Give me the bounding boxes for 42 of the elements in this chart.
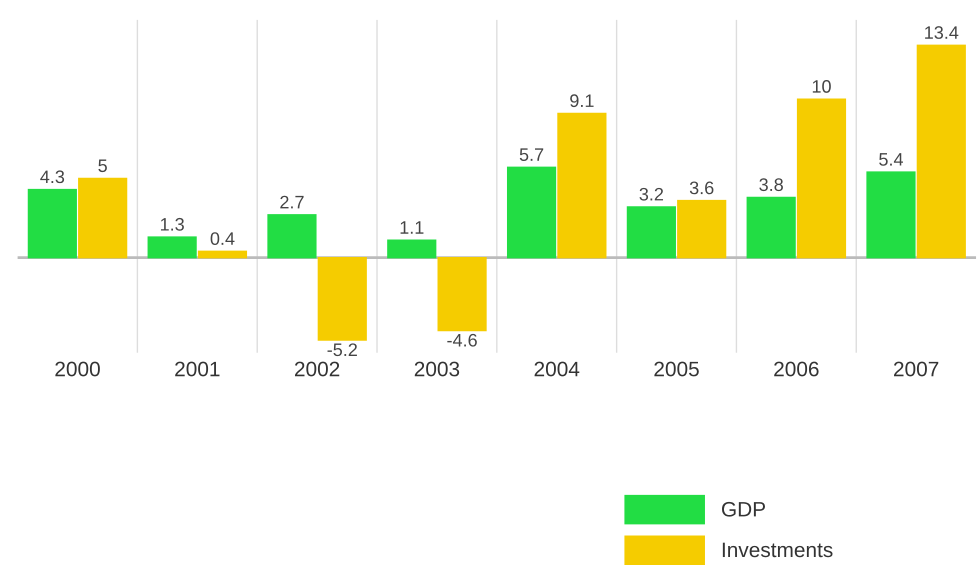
data-label: 9.1 [570, 94, 594, 108]
legend-label: GDP [722, 502, 765, 517]
bar [318, 256, 367, 341]
data-label: 4.3 [40, 170, 64, 184]
bar [437, 256, 487, 332]
x-tick-label: 2006 [774, 362, 819, 376]
bar [148, 236, 197, 258]
bar [267, 214, 317, 258]
data-label: 5.7 [520, 148, 544, 161]
bar [506, 166, 556, 258]
bar [387, 240, 436, 258]
data-label: 1.3 [160, 218, 184, 231]
x-tick-label: 2002 [294, 362, 340, 376]
bar [78, 178, 128, 258]
bar [796, 98, 846, 258]
data-label: -5.2 [328, 343, 357, 356]
data-label: 3.8 [759, 178, 783, 192]
bar [746, 196, 796, 258]
data-label: -4.6 [447, 334, 477, 347]
x-tick-label: 2004 [534, 362, 580, 376]
x-tick-label: 2007 [894, 362, 938, 376]
bar [626, 206, 676, 258]
x-tick-label: 2001 [175, 362, 220, 376]
bar [677, 200, 726, 258]
data-label: 3.6 [690, 181, 714, 194]
data-label: 10 [812, 80, 831, 93]
x-tick-label: 2005 [654, 362, 699, 376]
x-tick-label: 2000 [55, 362, 100, 376]
bar [557, 112, 606, 258]
bar [916, 44, 966, 258]
bar [198, 250, 248, 258]
data-label: 0.4 [210, 232, 234, 245]
legend-label: Investments [722, 542, 833, 558]
data-label: 5 [98, 159, 107, 172]
data-label: 1.1 [400, 221, 424, 234]
data-label: 2.7 [280, 196, 304, 208]
data-label: 3.2 [640, 188, 664, 201]
bar [28, 188, 77, 258]
bar [866, 171, 916, 258]
data-label: 13.4 [925, 26, 958, 39]
data-label: 5.4 [879, 153, 904, 166]
x-tick-label: 2003 [414, 362, 460, 376]
